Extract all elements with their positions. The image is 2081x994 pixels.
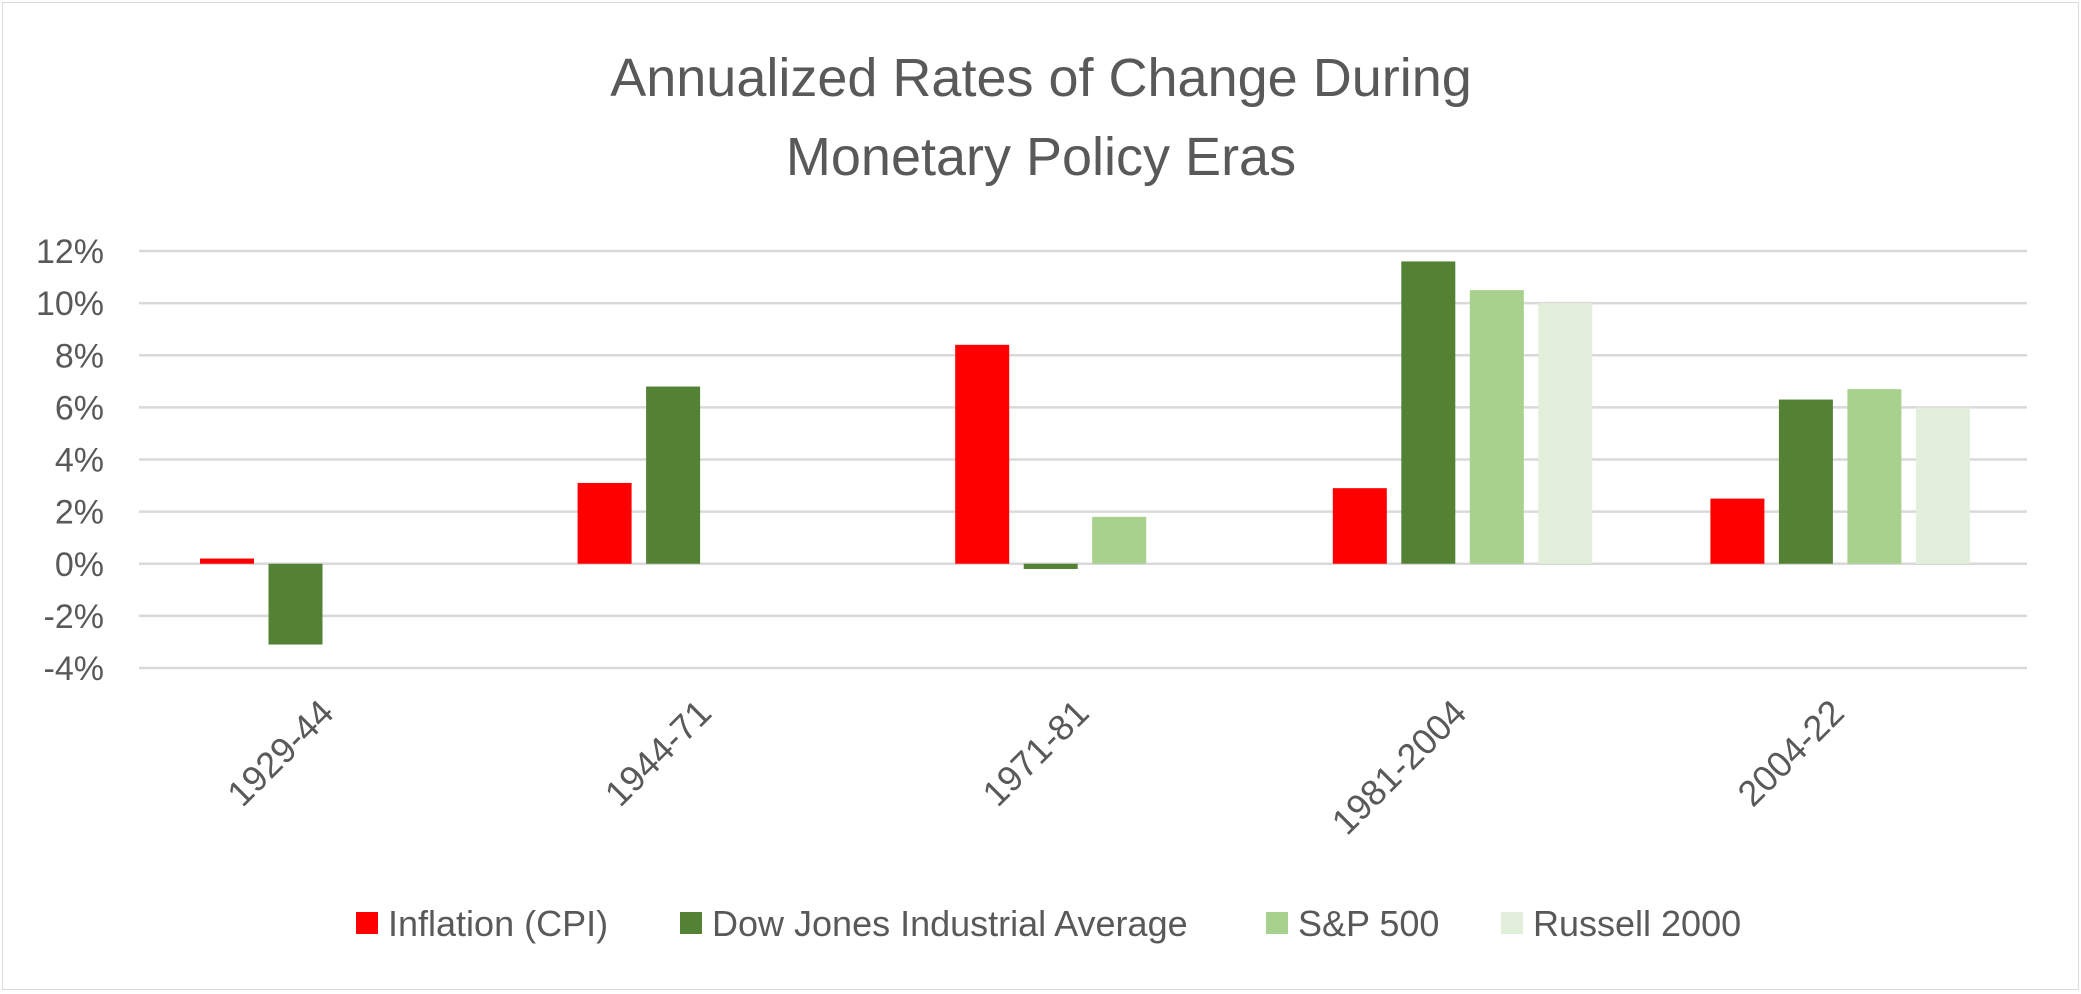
bars: [200, 261, 1970, 645]
bar: [1915, 407, 1970, 564]
bar-chart: Annualized Rates of Change During Moneta…: [36, 48, 2027, 944]
bar: [955, 344, 1010, 564]
bar: [200, 558, 254, 564]
legend-label: Inflation (CPI): [388, 903, 608, 944]
bar: [1778, 399, 1833, 564]
y-tick-label: -2%: [44, 598, 104, 636]
chart-title-line-1: Annualized Rates of Change During: [610, 48, 1472, 108]
x-category-label: 1929-44: [219, 692, 341, 814]
x-category-label: 2004-22: [1729, 692, 1851, 814]
x-category-label: 1944-71: [597, 692, 719, 814]
x-category-label: 1971-81: [974, 692, 1096, 814]
bar: [1401, 261, 1456, 564]
chart-title-line-2: Monetary Policy Eras: [786, 127, 1296, 187]
y-tick-label: 0%: [55, 546, 104, 584]
legend-label: Dow Jones Industrial Average: [712, 903, 1188, 944]
x-category-label: 1981-2004: [1324, 692, 1475, 843]
legend-label: Russell 2000: [1533, 903, 1741, 944]
legend: Inflation (CPI) Dow Jones Industrial Aver…: [356, 903, 1741, 944]
x-axis-category-labels: 1929-44 1944-71 1971-81 1981-2004 2004-22: [219, 692, 1852, 843]
y-tick-label: 6%: [55, 389, 104, 427]
bar: [1847, 389, 1902, 564]
bar: [1538, 303, 1593, 564]
bar: [1469, 290, 1524, 564]
y-tick-label: 12%: [36, 233, 104, 271]
y-tick-label: -4%: [44, 650, 104, 688]
legend-swatch: [680, 912, 702, 934]
y-tick-label: 8%: [55, 337, 104, 375]
bar: [1332, 488, 1387, 564]
bar: [1710, 498, 1765, 564]
y-tick-label: 10%: [36, 285, 104, 323]
y-axis-tick-labels: -4% -2% 0% 2% 4% 6% 8% 10% 12%: [36, 233, 104, 688]
legend-swatch: [1501, 912, 1523, 934]
y-tick-label: 4%: [55, 442, 104, 480]
gridlines: [139, 249, 2027, 670]
legend-label: S&P 500: [1298, 903, 1439, 944]
bar: [1092, 516, 1147, 564]
bar: [577, 482, 632, 564]
y-tick-label: 2%: [55, 494, 104, 532]
bar: [1023, 563, 1078, 569]
bar: [268, 563, 323, 645]
bar: [646, 386, 701, 564]
legend-swatch: [1266, 912, 1288, 934]
legend-swatch: [356, 912, 378, 934]
